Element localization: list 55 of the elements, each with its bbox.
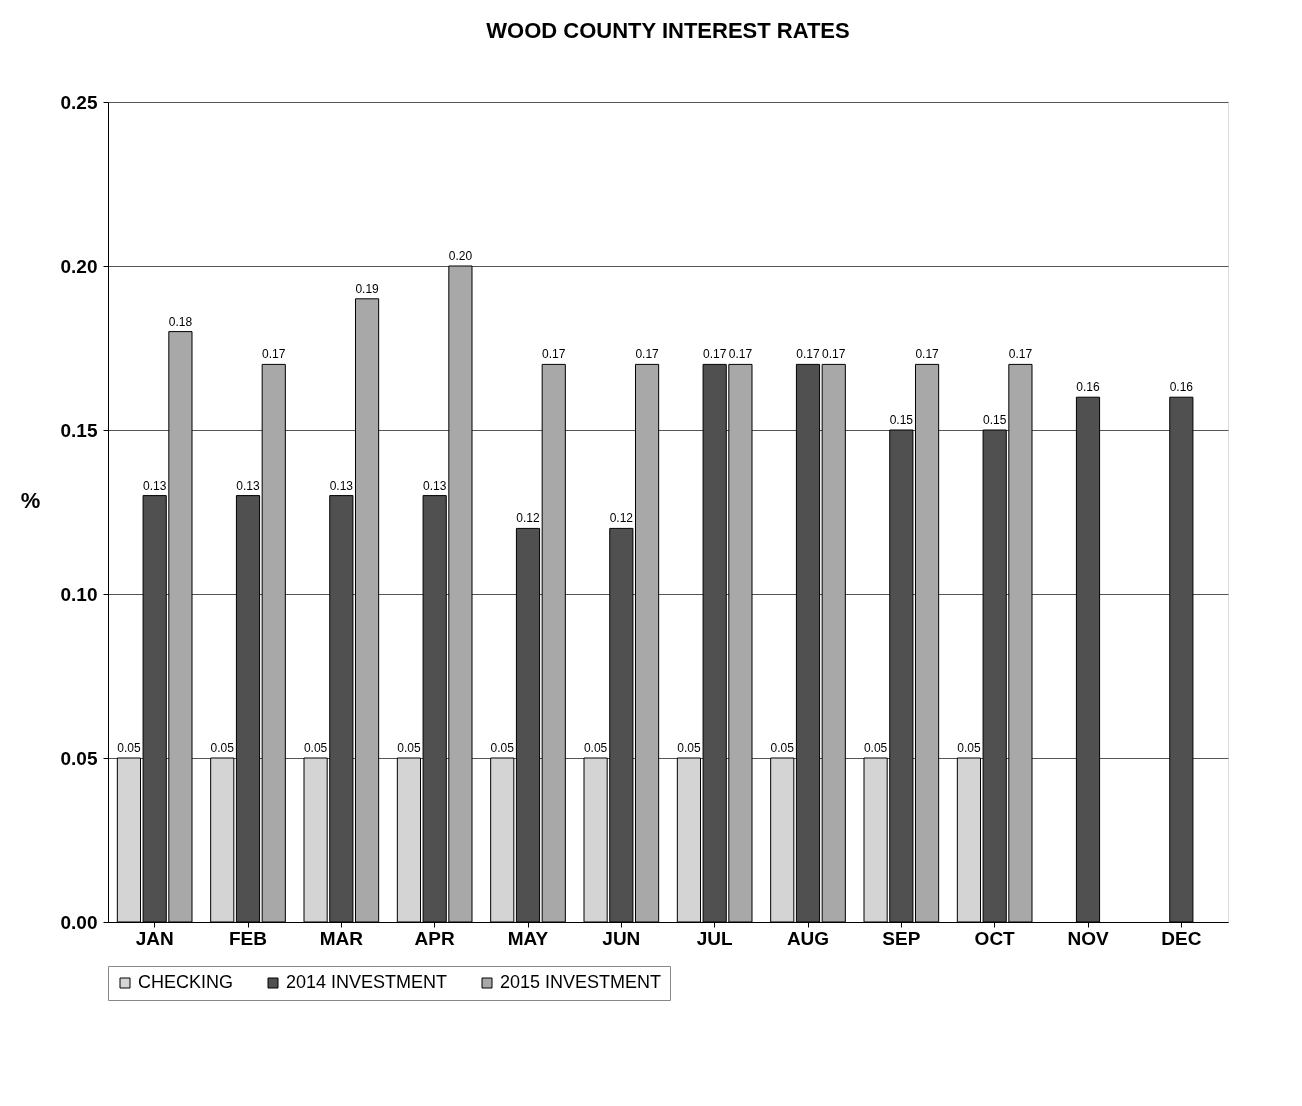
y-axis-title: % <box>20 487 41 513</box>
data-label: 0.05 <box>397 741 421 755</box>
data-label: 0.17 <box>728 347 753 362</box>
data-label: 0.05 <box>210 741 235 755</box>
data-label: 0.05 <box>490 741 515 755</box>
x-tick-label: NOV <box>1067 927 1109 949</box>
y-tick-label: 0.10 <box>60 583 98 605</box>
data-label: 0.05 <box>117 741 141 755</box>
data-label: 0.13 <box>422 478 447 493</box>
x-tick-label: JAN <box>135 927 174 949</box>
data-label: 0.13 <box>142 478 167 493</box>
data-label: 0.18 <box>168 314 193 329</box>
legend-label: 2015 INVESTMENT <box>500 972 662 992</box>
data-label: 0.12 <box>609 511 634 526</box>
data-label: 0.05 <box>863 741 888 755</box>
data-label: 0.17 <box>915 347 940 362</box>
y-tick-label: 0.20 <box>60 255 98 277</box>
x-tick-label: MAY <box>507 927 549 949</box>
x-tick-label: FEB <box>229 927 267 949</box>
x-tick-label: DEC <box>1161 927 1202 949</box>
data-label: 0.17 <box>702 347 727 362</box>
data-label: 0.05 <box>770 741 795 755</box>
data-label: 0.16 <box>1076 380 1100 395</box>
x-tick-label: MAR <box>319 927 364 949</box>
data-label: 0.15 <box>982 413 1007 427</box>
legend-label: CHECKING <box>138 972 234 992</box>
y-tick-label: 0.00 <box>60 911 98 933</box>
data-label: 0.13 <box>329 478 354 493</box>
x-tick-label: SEP <box>882 927 921 949</box>
data-label: 0.12 <box>516 511 540 526</box>
chart-title: WOOD COUNTY INTEREST RATES <box>486 18 850 43</box>
data-label: 0.05 <box>583 741 608 755</box>
data-label: 0.19 <box>355 281 380 296</box>
data-label: 0.05 <box>303 741 328 755</box>
x-tick-label: JUN <box>602 927 641 949</box>
y-tick-label: 0.05 <box>60 747 98 769</box>
data-label: 0.17 <box>542 347 566 362</box>
data-label: 0.15 <box>889 413 914 427</box>
data-label: 0.05 <box>677 741 701 755</box>
y-tick-label: 0.25 <box>60 91 98 113</box>
legend-label: 2014 INVESTMENT <box>286 972 448 992</box>
data-label: 0.05 <box>957 741 981 755</box>
data-label: 0.17 <box>1008 347 1033 362</box>
data-label: 0.17 <box>796 347 820 362</box>
x-tick-label: AUG <box>786 927 830 949</box>
data-label: 0.17 <box>262 347 286 362</box>
x-tick-label: OCT <box>974 927 1016 949</box>
data-label: 0.16 <box>1169 380 1194 395</box>
x-tick-label: APR <box>414 927 455 949</box>
data-label: 0.20 <box>448 249 473 263</box>
y-tick-label: 0.15 <box>60 419 98 441</box>
data-label: 0.17 <box>822 347 846 362</box>
data-label: 0.13 <box>236 478 260 493</box>
data-label: 0.17 <box>635 347 660 362</box>
x-tick-label: JUL <box>696 927 733 949</box>
